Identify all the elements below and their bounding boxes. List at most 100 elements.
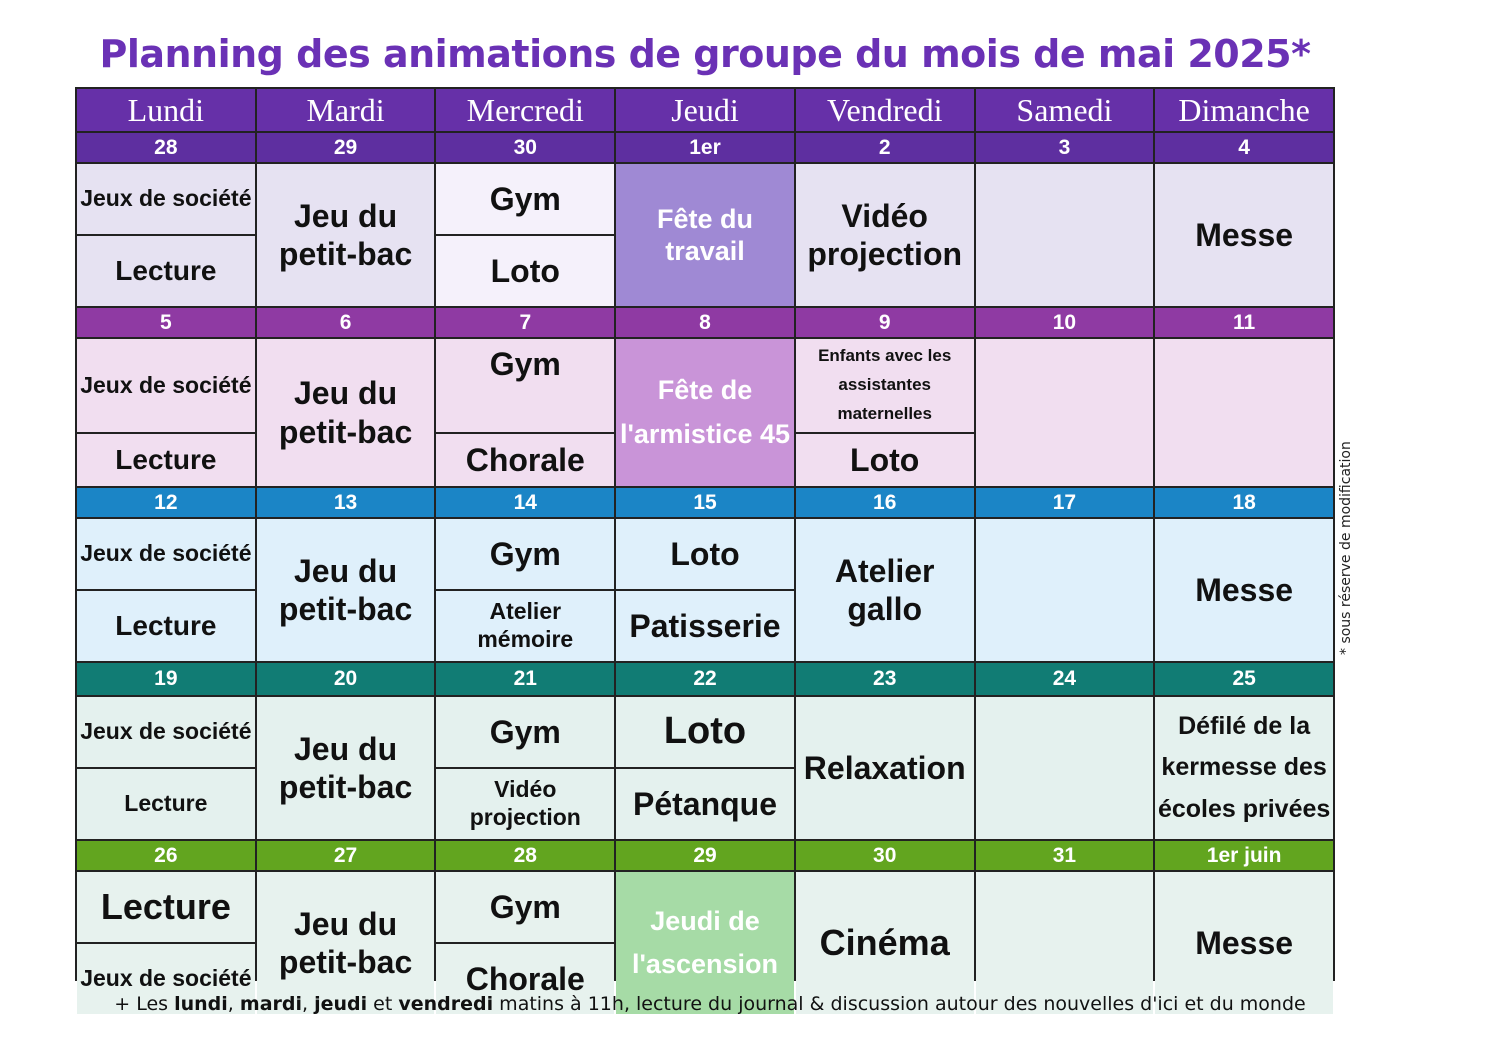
- activity-cell: Jeux de société: [77, 164, 255, 234]
- date-cell: 30: [795, 841, 974, 870]
- activity-cell: Jeux de société: [77, 697, 255, 767]
- day-header-jeudi: Jeudi: [616, 89, 794, 131]
- footer-bold-day: mardi: [239, 993, 302, 1015]
- date-cell: 29: [256, 133, 435, 162]
- holiday-cell: Fête du travail: [616, 164, 794, 306]
- activity-cell: [975, 519, 1154, 661]
- activity-cell: Défilé de la kermesse des écoles privées: [1155, 697, 1333, 839]
- activity-cell: Pétanque: [616, 769, 794, 839]
- activity-cell: Jeu du petit-bac: [256, 339, 435, 486]
- date-cell: 17: [975, 488, 1154, 517]
- date-cell: 9: [795, 308, 974, 337]
- footer-text: et: [367, 993, 399, 1015]
- date-cell: 22: [616, 663, 794, 695]
- date-cell: 14: [436, 488, 615, 517]
- date-cell: 4: [1155, 133, 1333, 162]
- date-cell: 24: [975, 663, 1154, 695]
- date-cell: 6: [256, 308, 435, 337]
- activity-cell: Gym: [436, 519, 615, 589]
- holiday-cell: Jeudi de l'ascension: [616, 872, 794, 1014]
- schedule-grid: Lundi Mardi Mercredi Jeudi Vendredi Same…: [75, 87, 1335, 1014]
- activity-cell: Jeu du petit-bac: [256, 519, 435, 661]
- day-header-dimanche: Dimanche: [1155, 89, 1333, 131]
- date-cell: 1er juin: [1155, 841, 1333, 870]
- date-cell: 10: [975, 308, 1154, 337]
- side-note: * sous réserve de modification: [1338, 441, 1354, 655]
- activity-cell: Messe: [1155, 164, 1333, 306]
- activity-cell: Vidéo projection: [795, 164, 974, 306]
- activity-cell: Cinéma: [795, 872, 974, 1014]
- activity-cell: Gym: [436, 697, 615, 767]
- activity-cell: Patisserie: [616, 591, 794, 661]
- date-cell: 21: [436, 663, 615, 695]
- date-cell: 31: [975, 841, 1154, 870]
- footer-text: + Les: [114, 993, 175, 1015]
- date-cell: 8: [616, 308, 794, 337]
- date-cell: 27: [256, 841, 435, 870]
- activity-cell: Lecture: [77, 591, 255, 661]
- date-cell: 19: [77, 663, 255, 695]
- activity-cell: [1155, 339, 1333, 486]
- footer-text: matins à 11h, lecture du journal & discu…: [493, 993, 1306, 1015]
- activity-cell: Vidéo projection: [436, 769, 615, 839]
- activity-cell: Loto: [616, 697, 794, 767]
- activity-cell: Jeux de société: [77, 944, 255, 1014]
- activity-cell: Chorale: [436, 944, 615, 1014]
- activity-cell: Jeu du petit-bac: [256, 872, 435, 1014]
- date-cell: 13: [256, 488, 435, 517]
- activity-cell: Jeu du petit-bac: [256, 697, 435, 839]
- day-header-mercredi: Mercredi: [436, 89, 615, 131]
- date-cell: 11: [1155, 308, 1333, 337]
- holiday-cell: Fête de l'armistice 45: [616, 339, 794, 486]
- activity-cell: Lecture: [77, 434, 255, 486]
- footer-bold-day: lundi: [174, 993, 228, 1015]
- activity-cell: Jeu du petit-bac: [256, 164, 435, 306]
- activity-cell: Jeux de société: [77, 519, 255, 589]
- day-header-samedi: Samedi: [975, 89, 1154, 131]
- activity-cell: Enfants avec les assistantes maternelles: [795, 339, 974, 432]
- footer-text: ,: [302, 993, 315, 1015]
- activity-cell: Messe: [1155, 872, 1333, 1014]
- footer-note: + Les lundi, mardi, jeudi et vendredi ma…: [0, 993, 1420, 1015]
- footer-bold-day: vendredi: [398, 993, 494, 1015]
- date-cell: 28: [436, 841, 615, 870]
- date-cell: 26: [77, 841, 255, 870]
- activity-cell: Messe: [1155, 519, 1333, 661]
- activity-cell: Loto: [436, 236, 615, 306]
- activity-cell: [975, 872, 1154, 1014]
- activity-cell: Jeux de société: [77, 339, 255, 432]
- activity-cell: [975, 697, 1154, 839]
- day-header-vendredi: Vendredi: [795, 89, 974, 131]
- day-header-lundi: Lundi: [77, 89, 255, 131]
- activity-cell: Lecture: [77, 236, 255, 306]
- date-cell: 15: [616, 488, 794, 517]
- activity-cell: Atelier mémoire: [436, 591, 615, 661]
- activity-cell: Loto: [616, 519, 794, 589]
- activity-cell: Lecture: [77, 769, 255, 839]
- activity-cell: Chorale: [436, 434, 615, 486]
- date-cell: 20: [256, 663, 435, 695]
- activity-cell: Loto: [795, 434, 974, 486]
- date-cell: 16: [795, 488, 974, 517]
- date-cell: 5: [77, 308, 255, 337]
- activity-cell: Relaxation: [795, 697, 974, 839]
- footer-text: ,: [227, 993, 240, 1015]
- date-cell: 3: [975, 133, 1154, 162]
- date-cell: 25: [1155, 663, 1333, 695]
- activity-cell: Gym: [436, 872, 615, 942]
- date-cell: 28: [77, 133, 255, 162]
- activity-cell: Gym: [436, 339, 615, 432]
- date-cell: 7: [436, 308, 615, 337]
- date-cell: 2: [795, 133, 974, 162]
- date-cell: 23: [795, 663, 974, 695]
- activity-cell: Atelier gallo: [795, 519, 974, 661]
- date-cell: 18: [1155, 488, 1333, 517]
- footer-bold-day: jeudi: [314, 993, 368, 1015]
- page-title: Planning des animations de groupe du moi…: [99, 32, 1311, 76]
- date-cell: 29: [616, 841, 794, 870]
- activity-cell: [975, 164, 1154, 306]
- activity-cell: Gym: [436, 164, 615, 234]
- date-cell: 1er: [616, 133, 794, 162]
- date-cell: 30: [436, 133, 615, 162]
- activity-cell: [975, 339, 1154, 486]
